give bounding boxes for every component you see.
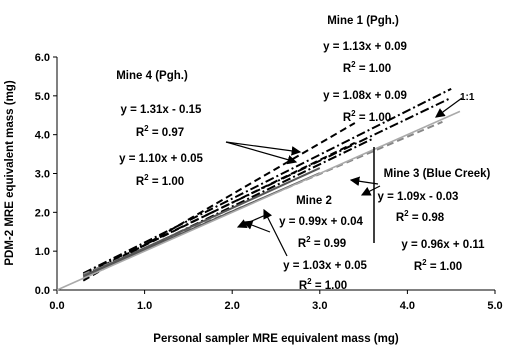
mine3-label: Mine 3 (Blue Creek) <box>384 168 491 180</box>
mine1-label: Mine 1 (Pgh.) <box>327 15 399 27</box>
one-to-one-arrow <box>436 98 462 117</box>
y-tick-label: 1.0 <box>35 246 50 258</box>
mine1-r2-2: R2 = 1.00 <box>343 109 391 124</box>
mine2-eq1: y = 0.99x + 0.04 <box>279 216 363 228</box>
mine4-eq2: y = 1.10x + 0.05 <box>119 153 203 165</box>
mine3-eq2: y = 0.96x + 0.11 <box>401 239 485 251</box>
x-axis-title: Personal sampler MRE equivalent mass (mg… <box>153 333 399 345</box>
x-tick-label: 2.0 <box>225 300 240 312</box>
mine1-eq1: y = 1.13x + 0.09 <box>323 41 407 53</box>
x-tick-label: 5.0 <box>487 300 502 312</box>
y-tick-label: 6.0 <box>35 52 50 64</box>
mine2-r2-1: R2 = 0.99 <box>298 235 346 250</box>
series-lines <box>57 89 460 290</box>
x-tick-label: 4.0 <box>400 300 415 312</box>
mine4-arrow-1 <box>226 142 300 152</box>
x-tick-label: 3.0 <box>312 300 327 312</box>
ticks: 0.0 1.0 2.0 3.0 4.0 5.0 0.0 1.0 2.0 3.0 4.0 5.0 6.0 <box>35 52 503 312</box>
y-tick-label: 0.0 <box>35 285 50 297</box>
x-tick-label: 1.0 <box>137 300 152 312</box>
mine4-arrow-2 <box>226 142 296 162</box>
mine3-r2-2: R2 = 1.00 <box>414 258 462 273</box>
mine2-label: Mine 2 <box>296 195 332 207</box>
mine4-eq1: y = 1.31x - 0.15 <box>121 104 202 116</box>
mine4-r2-2: R2 = 1.00 <box>136 173 184 188</box>
y-tick-label: 2.0 <box>35 207 50 219</box>
y-tick-label: 4.0 <box>35 130 50 142</box>
y-axis-title: PDM-2 MRE equivalent mass (mg) <box>4 80 16 265</box>
one-to-one-label: 1:1 <box>460 92 475 103</box>
mine3-r2-1: R2 = 0.98 <box>396 209 445 224</box>
y-tick-label: 3.0 <box>35 169 50 181</box>
mine2-r2-2: R2 = 1.00 <box>299 277 347 292</box>
mine2-arrow-2 <box>244 222 270 232</box>
x-tick-label: 0.0 <box>49 300 64 312</box>
mine1-r2-1: R2 = 1.00 <box>343 60 391 75</box>
mine2-eq2: y = 1.03x + 0.05 <box>283 260 367 272</box>
mine1-eq2: y = 1.08x + 0.09 <box>323 90 407 102</box>
mine4-r2-1: R2 = 0.97 <box>136 124 184 139</box>
mine4-label: Mine 4 (Pgh.) <box>116 70 188 82</box>
y-tick-label: 5.0 <box>35 91 50 103</box>
mine3-eq1: y = 1.09x - 0.03 <box>378 191 459 203</box>
